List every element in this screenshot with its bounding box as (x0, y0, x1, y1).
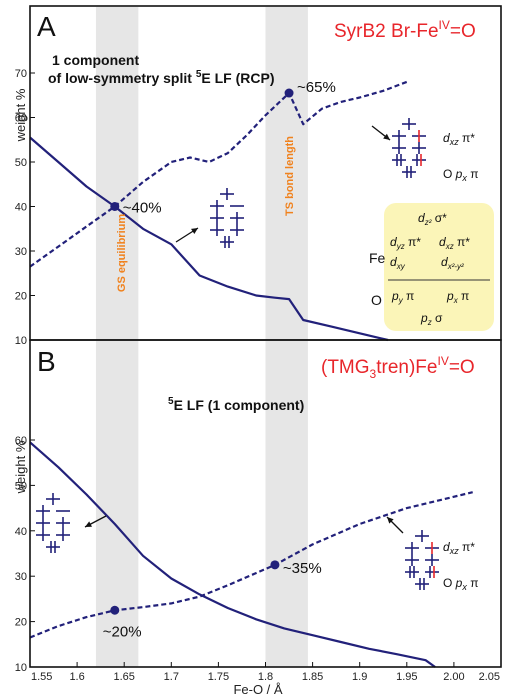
data-markers: ~40% ~65% ~20% ~35% (103, 79, 336, 640)
panel-a-arrow-ts-head (383, 133, 390, 140)
panel-b-xtick-label: 1.85 (302, 671, 323, 683)
panel-b-orbital-label-dxz: dxz π* (443, 540, 475, 556)
panel-b-ytick-label: 50 (15, 480, 27, 492)
panel-a-ytick-label: 50 (15, 157, 27, 169)
data-lines (29, 80, 473, 668)
panel-b-orbital-label-opx: O px π (443, 576, 478, 592)
panel-b-arrow-ts-head (387, 517, 394, 524)
mo-box-dxz: dxz π* (439, 235, 470, 251)
panel-a-series-dashed (29, 80, 408, 268)
panel-a-orbital-label-opx: O px π (443, 167, 478, 183)
mo-box-dz2: dz² σ* (418, 211, 447, 227)
panel-b-series-dashed (29, 491, 473, 639)
panel-a-ytick-label: 30 (15, 246, 27, 258)
panel-b-band-1 (265, 341, 308, 667)
panel-a-note-line2: of low-symmetry split 5E LF (RCP) (48, 69, 274, 86)
shaded-bands (95, 7, 308, 667)
panel-b-xtick-label: 1.7 (164, 671, 179, 683)
panel-b-marker-0 (110, 605, 120, 615)
panel-a-ytick-label: 20 (15, 291, 27, 303)
panel-a-marker-label-1: ~65% (297, 79, 336, 96)
panel-b-xtick-label: 1.9 (352, 671, 367, 683)
panel-b-ytick-label: 30 (15, 571, 27, 583)
panel-b-arrow-gs-head (85, 521, 92, 527)
panel-b-note: 5E LF (1 component) (168, 396, 304, 413)
panel-a-title: SyrB2 Br-FeIV=O (334, 18, 476, 42)
panel-a-arrow-gs-head (191, 228, 198, 234)
panel-b-xtick-label: 2.05 (479, 671, 500, 683)
panel-b-xtick-label: 1.6 (69, 671, 84, 683)
mo-box-dyz: dyz π* (390, 235, 421, 251)
panel-b-xtick-label: 1.75 (208, 671, 229, 683)
panel-b-marker-label-1: ~35% (283, 560, 322, 577)
mo-box-py: py π (391, 289, 414, 305)
panel-a-ytick-label: 60 (15, 113, 27, 125)
panel-a-marker-1 (284, 88, 294, 98)
panel-a-band-0 (95, 7, 139, 340)
panel-a-letter: A (37, 11, 56, 42)
panel-a-marker-label-0: ~40% (123, 200, 162, 217)
panel-b-xtick-label: 1.55 (31, 671, 52, 683)
axis-ticks: 10 20 30 40 50 60 70 10 20 30 40 50 60 1.55 1.6 1.65 1.7… (15, 68, 502, 683)
panel-a-band-label-ts: TS bond length (284, 136, 296, 216)
panel-a-band-label-gs: GS equilibrium (116, 214, 128, 292)
panel-a-ylabel: weight % (13, 88, 28, 142)
panel-b-xtick-label: 1.95 (396, 671, 417, 683)
panel-b-ytick-label: 20 (15, 617, 27, 629)
panel-b-xtick-label: 2.00 (443, 671, 464, 683)
panel-a-marker-0 (110, 202, 120, 211)
panel-b-ytick-label: 10 (15, 662, 27, 674)
mo-box-o-label: O (371, 292, 382, 308)
panel-b-marker-1 (270, 560, 280, 570)
mo-box-pz: pz σ (420, 311, 443, 327)
panel-b-band-0 (95, 341, 139, 667)
mo-box-background (384, 203, 494, 331)
panel-b-xtick-label: 1.8 (258, 671, 273, 683)
orbital-diagrams (36, 118, 439, 590)
panel-a-note-line1: 1 component (52, 52, 139, 68)
mo-box-px: px π (446, 289, 469, 305)
panel-b-ytick-label: 40 (15, 526, 27, 538)
panel-a-ytick-label: 10 (15, 335, 27, 347)
panel-b-letter: B (37, 346, 56, 377)
mo-box-dxy: dxy (390, 255, 406, 271)
panel-b-ylabel: weight % (13, 440, 28, 494)
panel-a-ytick-label: 70 (15, 68, 27, 80)
panel-a-orbital-label-dxz: dxz π* (443, 131, 475, 147)
panel-b-xtick-label: 1.65 (113, 671, 134, 683)
panel-a-ytick-label: 40 (15, 202, 27, 214)
panel-b-xlabel: Fe-O / Å (233, 682, 282, 697)
panel-b-ytick-label: 60 (15, 435, 27, 447)
panel-b-marker-label-0: ~20% (103, 623, 142, 640)
panel-a-band-1 (265, 7, 308, 340)
mo-box-dx2y2: dx²-y² (441, 255, 464, 271)
mo-box-fe-label: Fe (369, 250, 386, 266)
panel-b-series-solid (29, 441, 436, 668)
panel-a-series-solid (29, 136, 389, 342)
panel-b-title: (TMG3tren)FeIV=O (321, 354, 475, 381)
mo-box: Fe O dz² σ* dyz π* dxz π* dxy dx²-y² py … (369, 203, 494, 331)
